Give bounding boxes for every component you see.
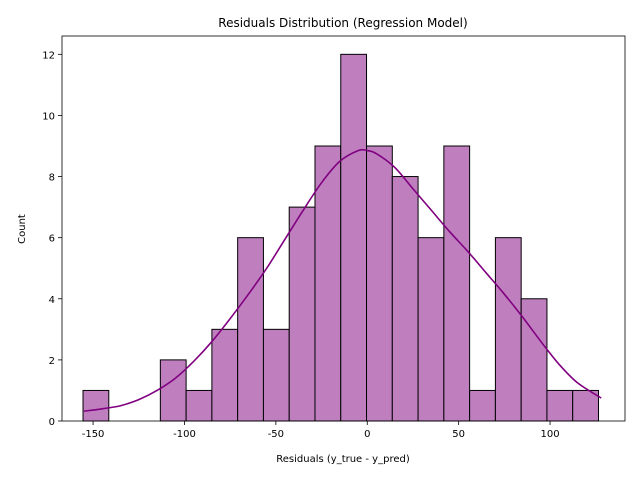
histogram-bar [211,328,239,422]
histogram-bar [262,328,290,422]
y-tick-label: 2 [49,356,55,367]
y-axis-label: Count [17,214,28,244]
histogram-bar [288,206,316,422]
chart-title: Residuals Distribution (Regression Model… [218,16,467,30]
histogram-bar [494,237,522,422]
histogram-bar [417,237,445,422]
histogram-bar [546,389,574,422]
histogram-bar [314,145,342,422]
kde-curve [83,148,602,413]
y-tick-label: 10 [42,111,55,122]
y-tick-label: 6 [49,234,55,245]
y-tick-label: 8 [49,173,55,184]
x-tick-label: -150 [82,429,105,440]
x-tick-label: -50 [268,429,284,440]
histogram-bar [82,389,110,422]
histogram-bar [443,145,471,422]
x-tick-label: -100 [173,429,196,440]
y-tick-label: 4 [49,295,55,306]
histogram-bar [366,145,393,422]
histogram-bar [340,53,368,422]
histogram-bar [520,298,548,422]
y-tick-label: 12 [42,50,55,61]
histogram-bar [572,389,599,422]
histogram-bar [159,359,187,422]
axes: -150 -100 -50 0 50 100 0 2 4 6 8 10 12 [42,35,626,440]
histogram-bars [82,53,599,422]
x-tick-label: 100 [541,429,560,440]
histogram-bar [469,389,496,422]
plot-frame [61,35,626,422]
x-tick-label: 0 [364,429,370,440]
histogram-bar [237,237,264,422]
y-tick-label: 0 [49,417,55,428]
histogram-bar [391,176,419,422]
histogram-bar [185,389,213,422]
x-axis-label: Residuals (y_true - y_pred) [276,454,410,465]
x-tick-label: 50 [452,429,465,440]
